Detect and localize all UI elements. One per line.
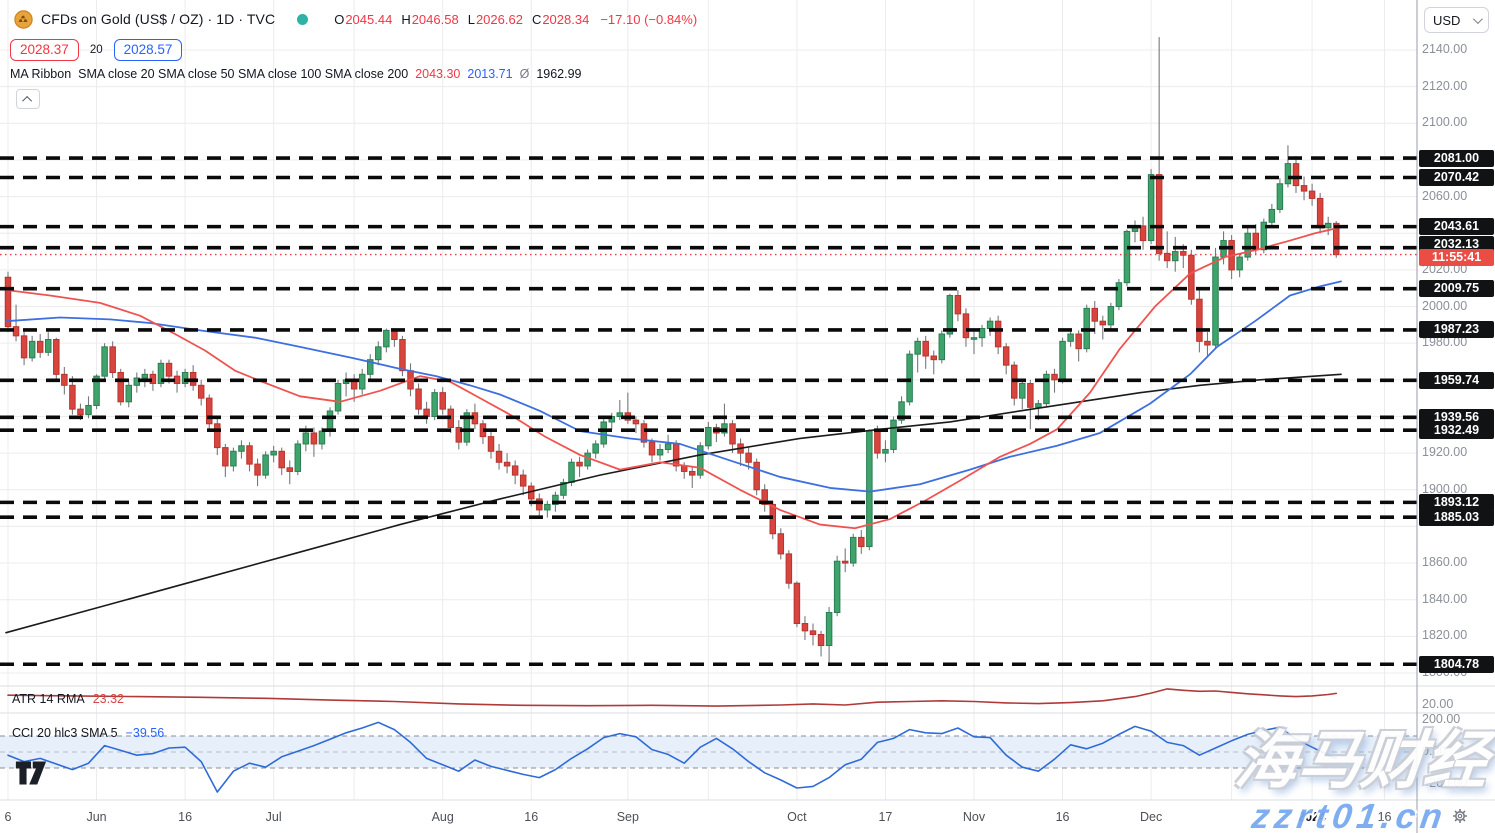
sma50-value: 2013.71: [467, 67, 513, 81]
average-symbol: Ø: [519, 67, 530, 81]
gold-symbol-icon: [14, 9, 33, 29]
chevron-down-icon: [1472, 13, 1483, 24]
bid-ask-row: 2028.37 20 2028.57: [10, 38, 183, 62]
gear-icon[interactable]: [1452, 808, 1468, 829]
sell-button[interactable]: 2028.37: [10, 39, 79, 61]
atr-line: [7, 688, 1338, 707]
tradingview-logo[interactable]: [15, 760, 47, 791]
currency-selector[interactable]: USD: [1424, 7, 1489, 33]
sma-average-value: 1962.99: [536, 67, 582, 81]
atr-value: 23.32: [92, 692, 124, 706]
candlestick-series: [4, 37, 1340, 665]
ma-ribbon-legend[interactable]: MA Ribbon SMA close 20 SMA close 50 SMA …: [10, 67, 582, 81]
cci-value: −39.56: [125, 726, 165, 740]
market-status-dot[interactable]: [297, 13, 309, 25]
spread-value: 20: [89, 44, 103, 56]
symbol-title: CFDs on Gold (US$ / OZ) · 1D · TVC: [41, 11, 276, 27]
collapse-legend-button[interactable]: [16, 89, 40, 109]
symbol-legend[interactable]: CFDs on Gold (US$ / OZ) · 1D · TVC O2045…: [14, 8, 697, 30]
sma200-line: [5, 373, 1342, 634]
watermark-text: 海马财经: [1231, 726, 1492, 796]
watermark-url: zzrt01.cn: [1249, 797, 1450, 833]
cci-line: [7, 721, 1338, 793]
atr-legend[interactable]: ATR 14 RMA 23.32: [12, 692, 124, 706]
chevron-up-icon: [21, 95, 32, 106]
cci-band: [0, 736, 1417, 768]
indicator-name: MA Ribbon: [10, 67, 72, 81]
cci-legend[interactable]: CCI 20 hlc3 SMA 5 −39.56: [12, 726, 165, 740]
indicator-params: SMA close 20 SMA close 50 SMA close 100 …: [78, 67, 409, 81]
buy-button[interactable]: 2028.57: [113, 39, 183, 61]
sma20-value: 2043.30: [415, 67, 461, 81]
ohlc-values: O2045.44 H2046.58 L2026.62 C2028.34 −17.…: [334, 11, 698, 27]
sma20-line: [5, 226, 1342, 530]
change-value: −17.10 (−0.84%): [600, 11, 698, 27]
